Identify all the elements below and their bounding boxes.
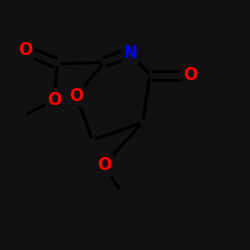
Text: O: O [69,87,84,105]
Text: O: O [46,91,61,109]
Text: N: N [123,44,137,62]
Text: O: O [96,156,111,174]
Text: O: O [183,66,197,84]
Text: O: O [18,41,32,59]
